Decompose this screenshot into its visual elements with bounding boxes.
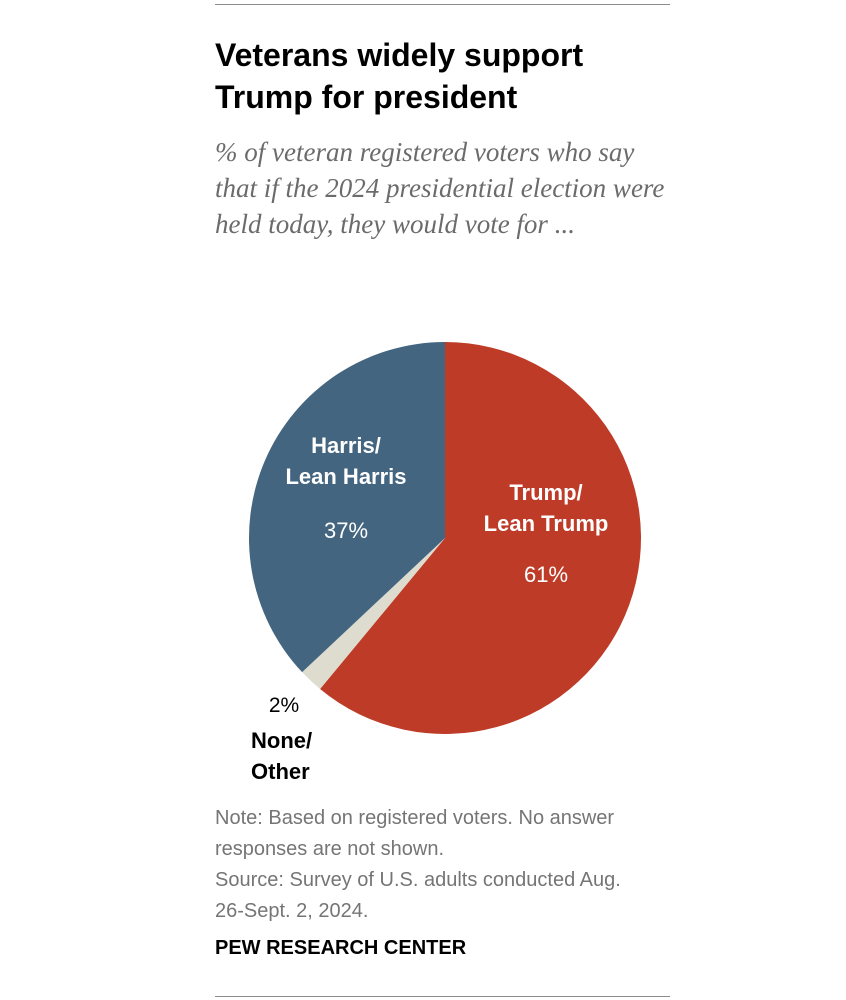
slice-value-harris: 37% (324, 518, 368, 543)
pie-slice-harris (248, 342, 445, 673)
pew-credit: PEW RESEARCH CENTER (215, 937, 467, 959)
note-text: Note: Based on registered voters. No ans… (215, 807, 615, 860)
slice-label-harris-line-1: Harris/ (311, 433, 381, 458)
pie-slice-none-other (302, 538, 445, 690)
pie-slice-trump (320, 342, 641, 734)
source-text: Source: Survey of U.S. adults conducted … (215, 869, 621, 922)
top-rule (215, 4, 670, 5)
chart-title: Veterans widely support Trump for presid… (215, 37, 584, 115)
slice-value-none-other: 2% (269, 694, 299, 717)
slice-value-trump: 61% (524, 562, 568, 587)
slice-label-none-other-line-2: Other (251, 759, 310, 784)
slice-label-trump-line-1: Trump/ (509, 480, 582, 505)
slice-label-harris-line-2: Lean Harris (285, 464, 406, 489)
slice-label-trump-line-2: Lean Trump (484, 511, 609, 536)
slice-label-none-other-line-1: None/ (251, 728, 312, 753)
bottom-rule (215, 996, 670, 997)
chart-subtitle: % of veteran registered voters who say t… (215, 137, 665, 239)
chart-notes: Note: Based on registered voters. No ans… (215, 803, 685, 927)
